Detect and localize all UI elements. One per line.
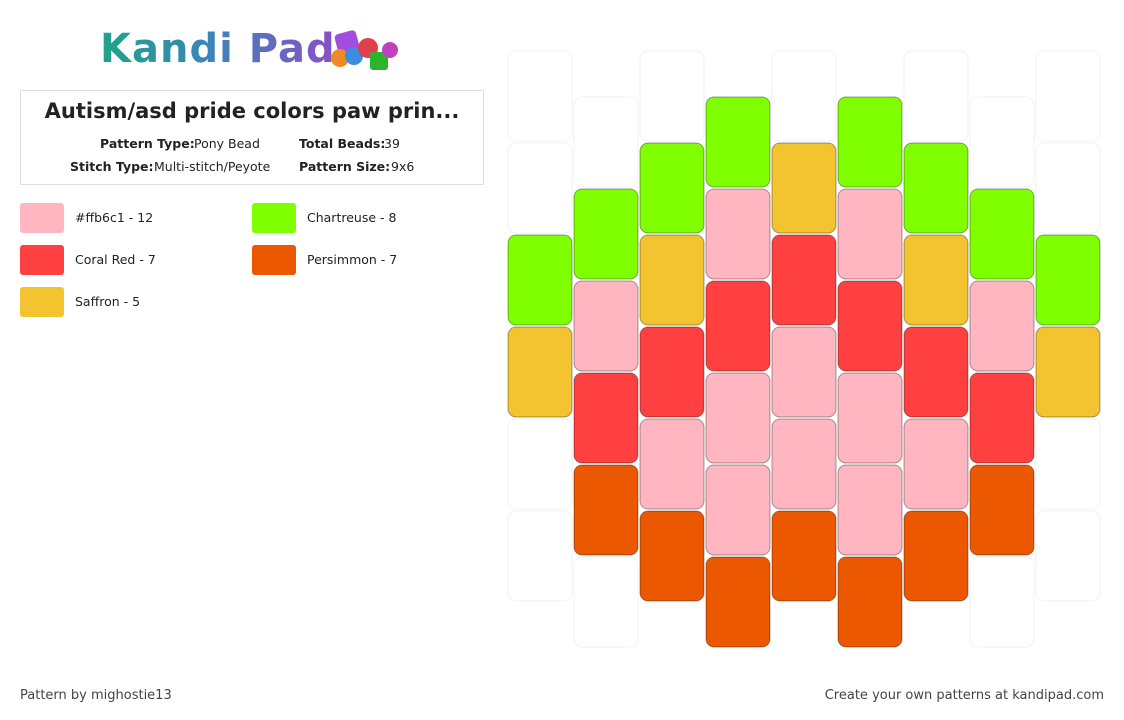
bead <box>639 142 705 234</box>
bead <box>903 326 969 418</box>
empty-bead <box>969 96 1035 188</box>
bead <box>969 188 1035 280</box>
empty-bead <box>969 556 1035 648</box>
bead <box>969 464 1035 556</box>
empty-bead <box>903 50 969 142</box>
footer-link[interactable]: Create your own patterns at kandipad.com <box>824 688 1104 703</box>
bead <box>771 418 837 510</box>
bead <box>705 188 771 280</box>
bead <box>837 464 903 556</box>
field-label: Stitch Type: <box>70 159 154 174</box>
field-value: 9x6 <box>391 159 415 174</box>
empty-bead <box>1035 142 1101 234</box>
legend-swatch <box>20 245 64 275</box>
info-box: Autism/asd pride colors paw prin... Patt… <box>20 90 484 185</box>
field-label: Pattern Size: <box>299 159 391 174</box>
legend-label: Saffron - 5 <box>75 294 141 309</box>
legend-swatch <box>20 287 64 317</box>
bead <box>903 142 969 234</box>
legend-label: Persimmon - 7 <box>307 252 398 267</box>
bead <box>837 372 903 464</box>
legend-swatch <box>252 203 296 233</box>
bead <box>573 280 639 372</box>
bead <box>771 326 837 418</box>
empty-bead <box>1035 510 1101 602</box>
bead <box>705 96 771 188</box>
bead <box>639 234 705 326</box>
bead <box>573 188 639 280</box>
empty-bead <box>639 50 705 142</box>
bead <box>507 234 573 326</box>
pattern-title: Autism/asd pride colors paw prin... <box>44 99 460 123</box>
empty-bead <box>771 50 837 142</box>
bead <box>705 280 771 372</box>
bead-grid <box>507 50 1101 648</box>
bead <box>705 464 771 556</box>
legend-label: Coral Red - 7 <box>75 252 156 267</box>
bead <box>705 372 771 464</box>
field-label: Pattern Type: <box>100 136 195 151</box>
bead <box>1035 326 1101 418</box>
bead <box>903 234 969 326</box>
bead <box>903 418 969 510</box>
bead <box>507 326 573 418</box>
bead <box>969 280 1035 372</box>
empty-bead <box>1035 50 1101 142</box>
logo-text: Kandi Pad <box>100 26 336 72</box>
bead <box>639 510 705 602</box>
legend-label: Chartreuse - 8 <box>307 210 397 225</box>
empty-bead <box>507 50 573 142</box>
bead <box>837 556 903 648</box>
bead <box>903 510 969 602</box>
bead <box>969 372 1035 464</box>
bead <box>771 142 837 234</box>
field-value: Multi-stitch/Peyote <box>154 159 271 174</box>
empty-bead <box>507 142 573 234</box>
empty-bead <box>1035 418 1101 510</box>
bead <box>639 326 705 418</box>
bead <box>837 96 903 188</box>
legend-swatch <box>252 245 296 275</box>
bead <box>639 418 705 510</box>
bead <box>1035 234 1101 326</box>
bead <box>837 280 903 372</box>
field-label: Total Beads: <box>299 136 386 151</box>
field-value: Pony Bead <box>194 136 260 151</box>
empty-bead <box>573 96 639 188</box>
legend-swatch <box>20 203 64 233</box>
field-value: 39 <box>384 136 400 151</box>
logo-icon <box>331 30 398 70</box>
bead <box>705 556 771 648</box>
bead <box>573 464 639 556</box>
bead <box>771 234 837 326</box>
empty-bead <box>507 418 573 510</box>
bead <box>837 188 903 280</box>
bead <box>573 372 639 464</box>
legend-label: #ffb6c1 - 12 <box>75 210 154 225</box>
bead <box>771 510 837 602</box>
footer-credit: Pattern by mighostie13 <box>20 688 172 703</box>
empty-bead <box>573 556 639 648</box>
empty-bead <box>507 510 573 602</box>
